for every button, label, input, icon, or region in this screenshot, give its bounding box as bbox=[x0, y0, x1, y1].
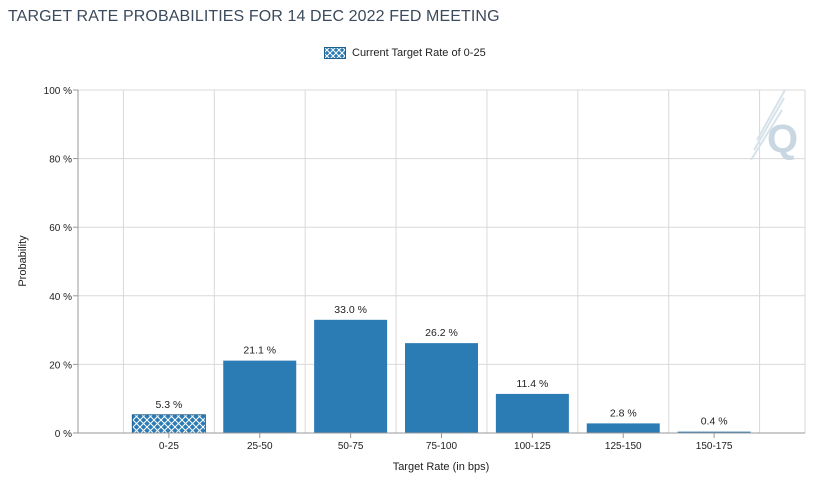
bar-125-150[interactable] bbox=[586, 423, 660, 433]
bar-value-label: 11.4 % bbox=[516, 378, 548, 390]
bar-value-label: 33.0 % bbox=[334, 304, 367, 316]
x-tick-label: 0-25 bbox=[159, 441, 179, 452]
bar-25-50[interactable] bbox=[223, 360, 297, 433]
y-tick-label: 80 % bbox=[49, 155, 72, 166]
bar-value-label: 5.3 % bbox=[155, 399, 182, 411]
bars-layer bbox=[131, 319, 751, 434]
bar-value-label: 0.4 % bbox=[701, 416, 728, 428]
bar-150-175[interactable] bbox=[677, 431, 751, 433]
y-tick-label: 40 % bbox=[49, 292, 72, 303]
x-tick-label: 100-125 bbox=[514, 441, 551, 452]
legend-label: Current Target Rate of 0-25 bbox=[352, 47, 486, 59]
x-tick-label: 50-75 bbox=[338, 441, 364, 452]
watermark-letter: Q bbox=[767, 117, 798, 161]
y-tick-label: 60 % bbox=[49, 223, 72, 234]
axis-layer: 0 % 20 % 40 % 60 % 80 % 100 % 0-25 25-50 50-75 75… bbox=[44, 86, 805, 452]
x-tick-label: 25-50 bbox=[247, 441, 273, 452]
y-axis-label: Probability bbox=[17, 235, 29, 287]
x-tick-label: 75-100 bbox=[426, 441, 458, 452]
legend: Current Target Rate of 0-25 bbox=[324, 46, 486, 60]
x-tick-label: 125-150 bbox=[605, 441, 642, 452]
cme-fedwatch-q-logo-icon: Q bbox=[750, 89, 798, 161]
chart-title: TARGET RATE PROBABILITIES FOR 14 DEC 202… bbox=[8, 8, 500, 25]
bar-50-75[interactable] bbox=[314, 319, 388, 433]
legend-hatched-swatch bbox=[324, 47, 346, 59]
bar-100-125[interactable] bbox=[495, 393, 569, 433]
bar-value-label: 2.8 % bbox=[610, 407, 637, 419]
watermark-logo: Q bbox=[750, 89, 798, 161]
y-tick-label: 100 % bbox=[44, 86, 72, 97]
x-tick-label: 150-175 bbox=[696, 441, 733, 452]
bar-75-100[interactable] bbox=[405, 343, 478, 433]
bar-value-label: 26.2 % bbox=[425, 327, 458, 339]
bar-value-label: 21.1 % bbox=[243, 345, 276, 357]
y-tick-label: 0 % bbox=[55, 429, 72, 440]
labels-layer: 5.3 % 21.1 % 33.0 % 26.2 % 11.4 % 2.8 % 0.4 % bbox=[155, 304, 727, 428]
x-axis-label: Target Rate (in bps) bbox=[393, 461, 490, 473]
y-tick-label: 20 % bbox=[49, 360, 72, 371]
bar-0-25[interactable] bbox=[131, 414, 206, 434]
